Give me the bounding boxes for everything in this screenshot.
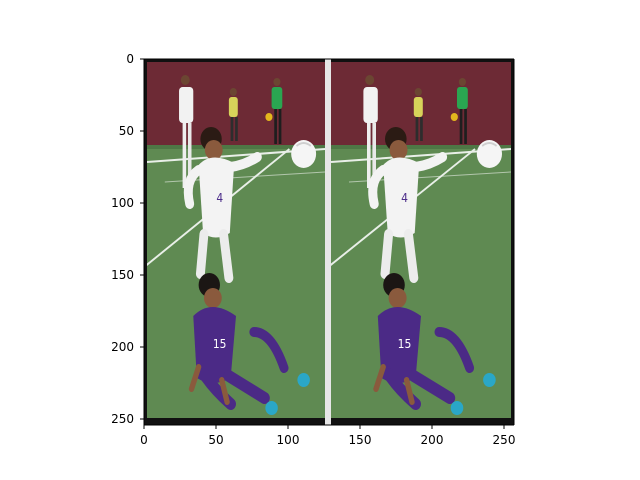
- y-tick-label-250: 250: [111, 412, 134, 426]
- x-tick-label-200: 200: [421, 433, 444, 447]
- y-axis-ticks: 0 50 100 150 200 250: [111, 52, 144, 426]
- y-tick-label-150: 150: [111, 268, 134, 282]
- y-tick-label-0: 0: [126, 52, 134, 66]
- y-tick-label-200: 200: [111, 340, 134, 354]
- x-tick-label-50: 50: [208, 433, 223, 447]
- right-photo: [322, 62, 511, 445]
- x-tick-label-0: 0: [140, 433, 148, 447]
- y-tick-label-100: 100: [111, 196, 134, 210]
- x-tick-label-250: 250: [493, 433, 516, 447]
- x-tick-label-100: 100: [277, 433, 300, 447]
- y-tick-label-50: 50: [119, 124, 134, 138]
- panel-divider: [325, 59, 331, 425]
- left-photo: [138, 62, 325, 445]
- x-axis-ticks: 0 50 100 150 200 250: [140, 425, 515, 447]
- x-tick-label-150: 150: [349, 433, 372, 447]
